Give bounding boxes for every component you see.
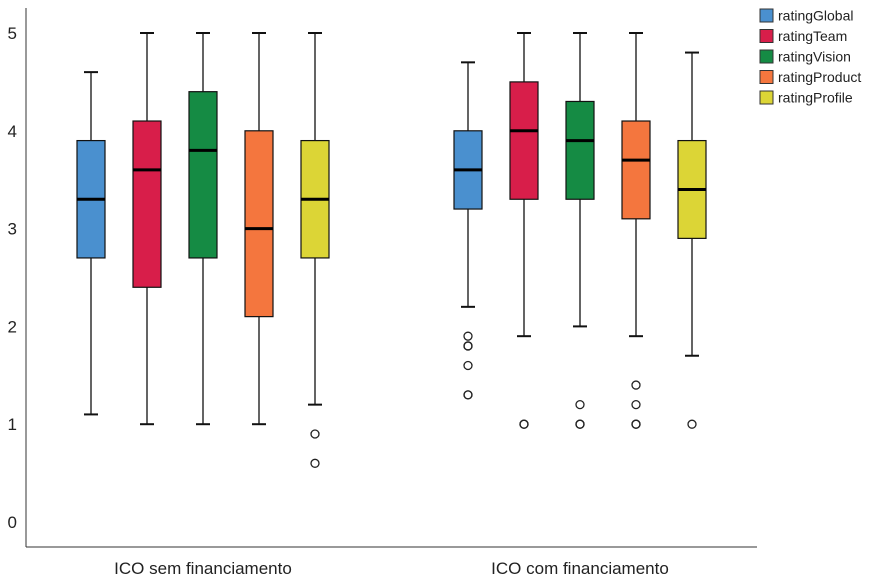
outlier-point: [575, 399, 585, 410]
legend: ratingGlobal ratingTeam ratingVision rating…: [759, 8, 861, 106]
box-ratingTeam: [509, 81, 539, 200]
box-ratingProduct: [621, 120, 651, 220]
outlier-point: [575, 419, 585, 429]
legend-swatch: [759, 8, 774, 23]
y-tick-label: 3: [8, 220, 17, 239]
outlier-point: [463, 360, 473, 371]
outlier-point: [310, 429, 320, 439]
outlier-point: [519, 419, 529, 429]
legend-label: ratingProfile: [778, 90, 853, 106]
legend-swatch: [759, 70, 774, 84]
box-ratingProduct: [244, 130, 274, 318]
outlier-point: [463, 341, 473, 351]
outlier-point: [631, 399, 641, 410]
legend-swatch: [759, 49, 774, 64]
y-tick-label: 4: [8, 122, 17, 141]
y-tick-label: 1: [8, 415, 17, 434]
x-tick-label: ICO sem financiamento: [114, 559, 292, 578]
outlier-point: [631, 419, 641, 429]
outlier-point: [463, 390, 473, 400]
outlier-point: [631, 380, 641, 390]
outlier-point: [310, 458, 320, 468]
y-tick-label: 2: [8, 317, 17, 336]
y-tick-label: 0: [8, 513, 17, 532]
legend-label: ratingProduct: [778, 69, 861, 85]
box-ratingTeam: [132, 120, 162, 288]
outlier-point: [687, 419, 697, 429]
legend-label: ratingGlobal: [778, 8, 854, 24]
legend-swatch: [759, 90, 774, 105]
box-group: [76, 32, 707, 468]
x-tick-label: ICO com financiamento: [491, 559, 669, 578]
box-ratingVision: [565, 100, 595, 200]
legend-label: ratingTeam: [778, 28, 847, 44]
legend-label: ratingVision: [778, 49, 851, 65]
y-tick-label: 5: [8, 24, 17, 43]
axes: 0 1 2 3 4 5 ICO sem financiamento ICO com finan…: [8, 8, 757, 578]
box-ratingVision: [188, 91, 218, 259]
legend-swatch: [759, 29, 774, 43]
outlier-point: [463, 331, 473, 341]
